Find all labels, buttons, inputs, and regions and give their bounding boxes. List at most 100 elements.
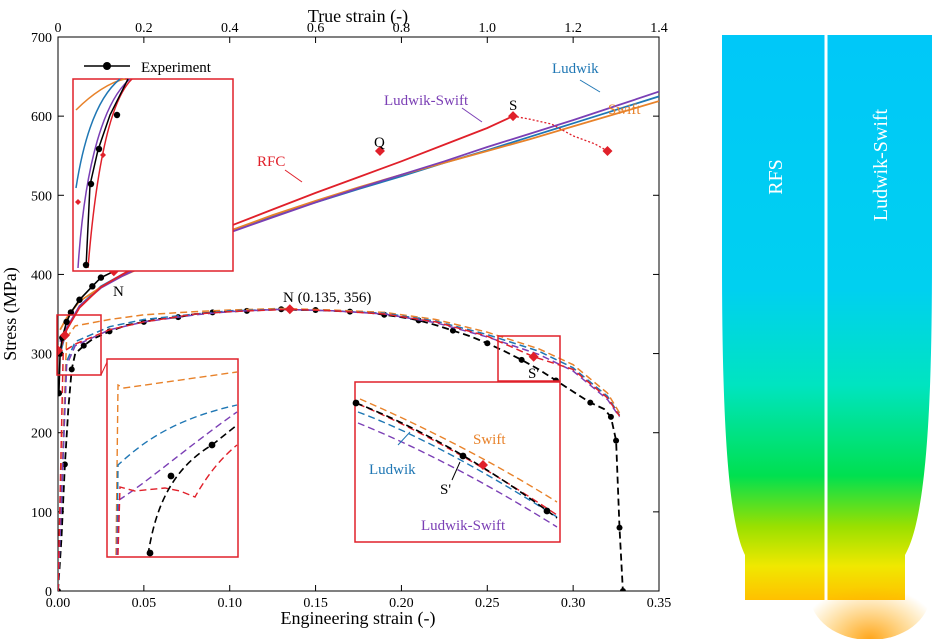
x2-tick-label: 0.8 (393, 21, 411, 36)
red-marker (528, 351, 539, 362)
inset2-rfc (117, 444, 238, 556)
y-tick-label: 200 (31, 427, 52, 442)
true-experiment-point (58, 389, 63, 397)
x2-tick-label: 0.4 (221, 21, 239, 36)
true-experiment-point (67, 309, 75, 316)
y-tick-label: 700 (31, 31, 52, 46)
contour-panel: RFS Ludwik-Swift (722, 35, 932, 639)
x-tick-label: 0.25 (475, 596, 500, 611)
label-q: Q (374, 135, 385, 151)
x-tick-label: 0.30 (561, 596, 586, 611)
x-tick-label: 0.15 (303, 596, 328, 611)
inset-true-point (87, 180, 95, 188)
x-tick-label: 0.05 (132, 596, 157, 611)
inset-sprime-frame (354, 381, 561, 543)
contour-hotspot (810, 550, 930, 639)
inset3-point (352, 399, 360, 407)
insets-layer: Swift Ludwik S' Ludwik-Swift (56, 78, 561, 558)
inset3-ludwik (357, 411, 558, 518)
curves-layer (58, 90, 659, 591)
legend: Experiment (84, 60, 212, 76)
inset-true-ludwik-swift (77, 78, 131, 269)
arrow-rfc (284, 169, 303, 183)
x-tick-label: 0.00 (46, 596, 71, 611)
x-tick-label: 0.35 (647, 596, 672, 611)
y-axis-stress: 0 100 200 300 400 500 600 700 (31, 31, 659, 600)
inset-eng-start-frame (106, 358, 239, 558)
inset-eng-source-box (56, 314, 102, 376)
label-swift: Swift (608, 102, 641, 118)
label-s-prime: S' (528, 366, 539, 382)
label-ludwik: Ludwik (552, 61, 599, 77)
true-experiment-point (63, 318, 70, 326)
label-n-coordinates: N (0.135, 356) (283, 290, 371, 306)
y-tick-label: 500 (31, 189, 52, 204)
arrow-ludwik-swift (461, 107, 483, 123)
inset2-point (167, 472, 175, 480)
inset3-label-s-prime: S' (440, 482, 451, 498)
eng-experiment-point (68, 366, 75, 373)
inset-true-rfc (87, 78, 133, 269)
label-rfc: RFC (257, 154, 285, 170)
inset-true-swift (75, 78, 126, 111)
inset2-experiment (147, 424, 238, 556)
inset3-ludwik-arrow (397, 431, 411, 446)
inset-true-ludwik (75, 78, 121, 189)
x-axis-engineering: 0.00 0.05 0.10 0.15 0.20 0.25 0.30 0.35 (46, 585, 672, 611)
x2-tick-label: 1.0 (479, 21, 497, 36)
label-n: N (113, 284, 124, 300)
y-axis-label: Stress (MPa) (0, 267, 21, 361)
inset3-point (543, 507, 551, 515)
legend-experiment-marker (103, 62, 111, 70)
true-experiment-point (76, 296, 83, 303)
post-necking-curve (512, 115, 608, 152)
x-axis-label: Engineering strain (-) (281, 608, 436, 629)
plot-frame (57, 36, 660, 592)
label-s: S (509, 98, 517, 114)
red-marker (58, 345, 63, 356)
inset-true-point (82, 261, 90, 269)
true-experiment-point (97, 274, 105, 281)
eng-experiment-point (449, 327, 456, 334)
x2-tick-label: 0 (55, 21, 62, 36)
eng-experiment-point (613, 437, 620, 444)
inset3-experiment (355, 402, 558, 519)
red-marker (374, 145, 385, 156)
eng-experiment-point (587, 399, 594, 406)
x-axis-true: 0 0.2 0.4 0.6 0.8 1.0 1.2 1.4 (55, 21, 668, 43)
eng-experiment-point (616, 524, 623, 531)
y-tick-label: 0 (45, 585, 52, 600)
inset3-label-swift: Swift (473, 432, 506, 448)
inset2-point (208, 441, 216, 449)
inset2-ludwik (116, 404, 238, 556)
y-tick-label: 600 (31, 110, 52, 125)
arrow-ludwik (579, 79, 601, 93)
contour-left-label: RFS (765, 159, 787, 195)
x2-axis-label: True strain (-) (308, 6, 408, 27)
inset-true-marker (100, 152, 106, 158)
x-tick-label: 0.10 (217, 596, 242, 611)
inset3-label-ludwik-swift: Ludwik-Swift (421, 518, 506, 534)
x2-tick-label: 0.6 (307, 21, 325, 36)
y-tick-label: 300 (31, 348, 52, 363)
red-marker (602, 145, 613, 156)
red-marker (284, 304, 295, 315)
true-experiment-point (89, 283, 96, 290)
inset-true-point (113, 111, 121, 119)
eng-experiment-point (484, 340, 491, 347)
inset3-ludwik-swift (357, 422, 558, 528)
inset3-swift (359, 398, 558, 503)
inset2-ludwik-swift (116, 411, 238, 556)
label-ludwik-swift: Ludwik-Swift (384, 93, 469, 109)
eng-experiment-point (607, 413, 614, 420)
inset3-label-ludwik: Ludwik (369, 462, 416, 478)
red-marker (59, 330, 70, 341)
red-marker (508, 111, 519, 122)
contour-right-label: Ludwik-Swift (870, 108, 892, 221)
y-tick-label: 100 (31, 506, 52, 521)
x2-tick-label: 0.2 (135, 21, 153, 36)
inset2-point (146, 549, 154, 557)
eng-experiment-point (80, 342, 87, 349)
eng-experiment-point (518, 356, 525, 363)
